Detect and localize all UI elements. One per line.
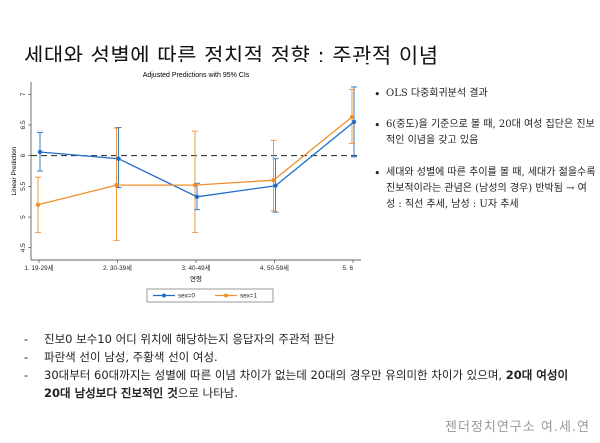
data-point [116, 156, 121, 161]
note-text: 진보0 보수10 어디 위치에 해당하는지 응답자의 주관적 판단 [44, 332, 335, 346]
y-tick-label: 4.5 [20, 243, 27, 252]
chart-title: Adjusted Predictions with 95% CIs [143, 72, 250, 79]
legend-swatch-point [224, 293, 228, 298]
plot-area [31, 82, 361, 260]
data-point [114, 182, 119, 188]
legend-box [146, 288, 274, 303]
x-tick-label: 2. 30-39세 [103, 263, 132, 272]
data-point [349, 114, 355, 120]
note-item: 파란색 선이 남성, 주황색 선이 여성. [22, 348, 582, 366]
note-item: 진보0 보수10 어디 위치에 해당하는지 응답자의 주관적 판단 [22, 330, 582, 348]
y-tick-label: 5.5 [20, 181, 27, 190]
x-tick-label: 4. 50-59세 [260, 263, 289, 272]
data-point [192, 182, 198, 188]
finding-item: 세대와 성별에 따른 추이를 볼 때, 세대가 젊을수록 진보적이라는 관념은 … [374, 165, 596, 214]
y-tick-label: 6 [20, 153, 27, 157]
x-axis-label: 연령 [190, 275, 202, 283]
x-tick-label: 3. 40-49세 [182, 263, 211, 272]
y-tick-label: 6.5 [20, 120, 27, 129]
data-point [273, 183, 278, 188]
data-point [35, 202, 41, 207]
legend-label: sex=0 [178, 293, 195, 300]
notes-list: 진보0 보수10 어디 위치에 해당하는지 응답자의 주관적 판단 파란색 선이… [22, 330, 582, 403]
legend-label: sex=1 [240, 293, 257, 300]
note-emphasis: 20대 여성이 20대 남성보다 진보적인 것 [44, 368, 569, 401]
data-point [194, 194, 200, 199]
note-text: 파란색 선이 남성, 주황색 선이 여성. [44, 350, 218, 365]
footer-org-name: 젠더정치연구소 여.세.연 [445, 420, 590, 435]
data-point [271, 178, 276, 183]
note-item: 30대부터 60대까지는 성별에 따른 이념 차이가 없는데 20대의 경우만 … [22, 366, 582, 402]
x-tick-label: 1. 19-29세 [25, 263, 54, 272]
findings-list: OLS 다중회귀분석 결과 6(중도)을 기준으로 볼 때, 20대 여성 집단… [374, 86, 596, 228]
data-point [37, 149, 43, 155]
finding-item: OLS 다중회귀분석 결과 [374, 86, 596, 104]
note-text: 으로 나타남. [177, 386, 239, 401]
x-tick-label: 5. 6 [342, 265, 353, 272]
legend: sex=0 sex=1 [146, 288, 274, 303]
y-tick-label: 5 [20, 215, 27, 219]
legend-swatch-point [162, 293, 166, 298]
chart-panel: Adjusted Predictions with 95% CIs 4.5 5 5.… [0, 62, 366, 312]
line-chart: Adjusted Predictions with 95% CIs 4.5 5 5.… [0, 62, 366, 312]
y-axis-label: Linear Prediction [11, 146, 18, 195]
data-point [351, 119, 357, 125]
y-tick-label: 7 [20, 92, 27, 96]
finding-item: 6(중도)을 기준으로 볼 때, 20대 여성 집단은 진보적인 이념을 갖고 … [374, 117, 596, 149]
note-text: 30대부터 60대까지는 성별에 따른 이념 차이가 없는데 20대의 경우만 … [44, 368, 506, 383]
